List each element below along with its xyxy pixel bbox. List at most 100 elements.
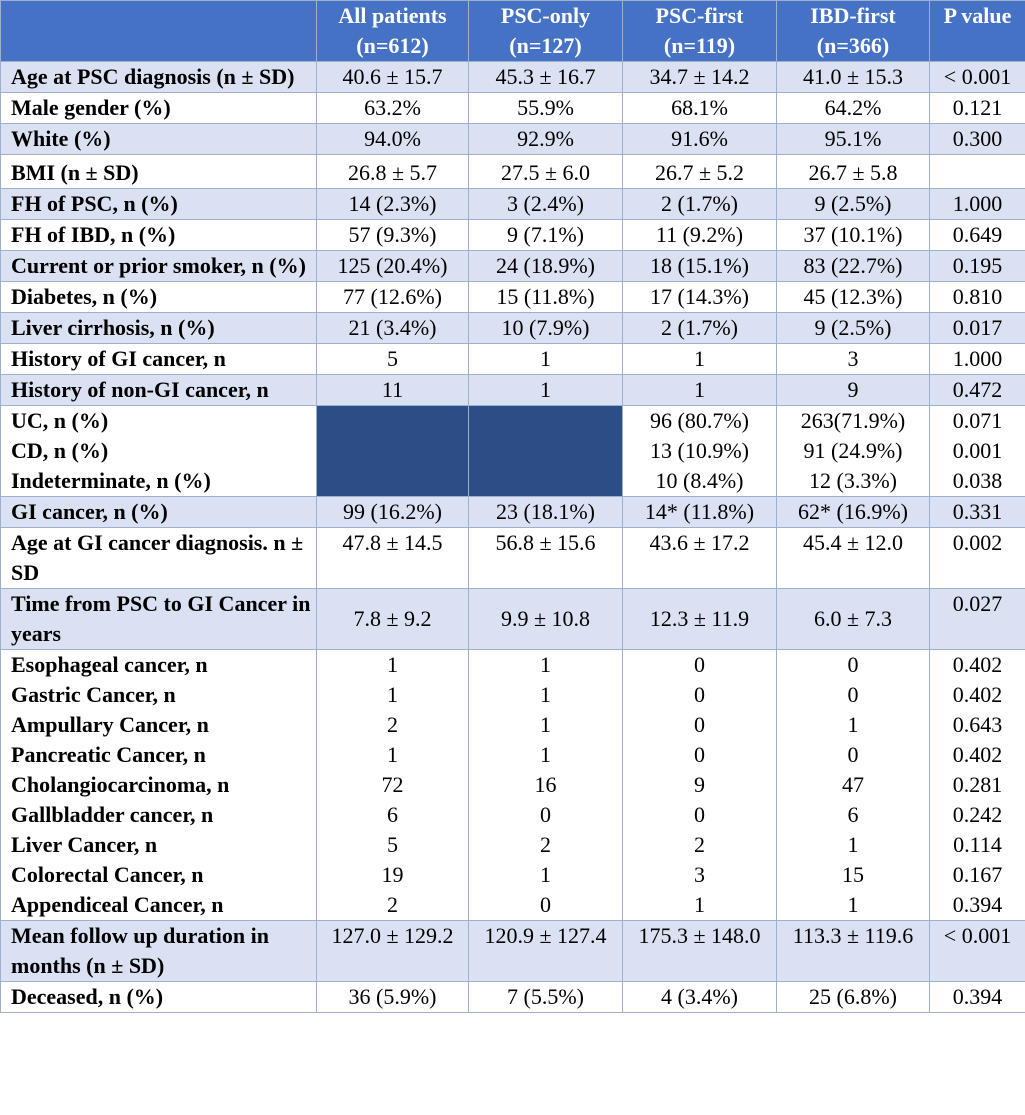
row-label: Gallbladder cancer, n	[11, 802, 214, 827]
table-row: Deceased, n (%) 36 (5.9%) 7 (5.5%) 4 (3.…	[0, 981, 1025, 1013]
cell-all: 1	[387, 652, 398, 677]
cell-psc-only: 1	[540, 682, 551, 707]
cell-psc-only: 55.9%	[468, 92, 623, 124]
cell-ibd-first: 37 (10.1%)	[776, 219, 930, 251]
header-psc-first: PSC-first (n=119)	[622, 0, 777, 62]
row-label: FH of IBD, n (%)	[0, 219, 317, 251]
cell-psc-only: 27.5 ± 6.0	[468, 154, 623, 189]
ibd-subtype-ibd-first: 263(71.9%) 91 (24.9%) 12 (3.3%)	[776, 405, 930, 497]
cell-psc-first: 68.1%	[622, 92, 777, 124]
cell-all: 11	[316, 374, 469, 406]
cell-psc-first: 26.7 ± 5.2	[622, 154, 777, 189]
cell-ibd-first: 9 (2.5%)	[776, 188, 930, 220]
table-row: FH of PSC, n (%) 14 (2.3%) 3 (2.4%) 2 (1…	[0, 188, 1025, 220]
cell-psc-first: 1	[622, 343, 777, 375]
cell-psc-only: 45.3 ± 16.7	[468, 61, 623, 93]
blank-dark-cell	[468, 405, 623, 497]
cell-psc-only: 0	[540, 802, 551, 827]
cell-p-value: 0.167	[952, 862, 1003, 887]
cell-psc-only: 10 (7.9%)	[468, 312, 623, 344]
cell-all: 72	[381, 772, 404, 797]
cell-psc-first: 2 (1.7%)	[622, 312, 777, 344]
cell-ibd-first: 6	[847, 802, 859, 827]
table-row: Time from PSC to GI Cancer in years 7.8 …	[0, 588, 1025, 650]
cell-all: 1	[387, 682, 398, 707]
cell-p-value	[929, 154, 1025, 189]
cell-all: 7.8 ± 9.2	[316, 588, 469, 650]
cell-ibd-first: 41.0 ± 15.3	[776, 61, 930, 93]
row-label: Pancreatic Cancer, n	[11, 742, 206, 767]
cell-ibd-first: 15	[842, 862, 864, 887]
cell-p-value: < 0.001	[929, 61, 1025, 93]
cell-all: 14 (2.3%)	[316, 188, 469, 220]
ibd-subtype-p: 0.071 0.001 0.038	[929, 405, 1025, 497]
table-row: History of GI cancer, n 5 1 1 3 1.000	[0, 343, 1025, 375]
cancer-type-labels: Esophageal cancer, n Gastric Cancer, n A…	[0, 649, 317, 921]
cell-ibd-first: 83 (22.7%)	[776, 250, 930, 282]
cell-all: 26.8 ± 5.7	[316, 154, 469, 189]
cell-psc-only: 120.9 ± 127.4	[468, 920, 623, 982]
row-label: UC, n (%)	[11, 408, 109, 433]
cell-psc-only: 7 (5.5%)	[468, 981, 623, 1013]
row-label: BMI (n ± SD)	[0, 154, 317, 189]
cell-ibd-first: 0	[847, 682, 859, 707]
row-label: Esophageal cancer, n	[11, 652, 208, 677]
cell-psc-only: 1	[540, 862, 551, 887]
cell-p-value: 0.002	[929, 527, 1025, 589]
cell-ibd-first: 3	[776, 343, 930, 375]
cell-psc-first: 4 (3.4%)	[622, 981, 777, 1013]
cell-psc-only: 3 (2.4%)	[468, 188, 623, 220]
row-label: FH of PSC, n (%)	[0, 188, 317, 220]
row-label: Mean follow up duration in months (n ± S…	[0, 920, 317, 982]
ibd-subtype-group: UC, n (%) CD, n (%) Indeterminate, n (%)…	[0, 405, 1025, 497]
cell-all: 63.2%	[316, 92, 469, 124]
row-label: History of GI cancer, n	[0, 343, 317, 375]
cell-psc-first: 1	[694, 892, 705, 917]
cell-p-value: 0.281	[952, 772, 1003, 797]
cell-p-value: 0.121	[929, 92, 1025, 124]
cell-psc-only: 9.9 ± 10.8	[468, 588, 623, 650]
row-label: Colorectal Cancer, n	[11, 862, 204, 887]
row-label: Liver cirrhosis, n (%)	[0, 312, 317, 344]
cell-all: 2	[387, 892, 398, 917]
cell-p-value: 1.000	[929, 188, 1025, 220]
cancer-type-ibd-first: 0 0 1 0 47 6 1 15 1	[776, 649, 930, 921]
cancer-type-psc-first: 0 0 0 0 9 0 2 3 1	[622, 649, 777, 921]
cell-psc-only: 9 (7.1%)	[468, 219, 623, 251]
cell-psc-only: 15 (11.8%)	[468, 281, 623, 313]
cell-psc-first: 14* (11.8%)	[622, 496, 777, 528]
cell-p-value: 0.038	[952, 468, 1003, 493]
cell-p-value: 0.472	[929, 374, 1025, 406]
cell-psc-first: 175.3 ± 148.0	[622, 920, 777, 982]
table-row: Current or prior smoker, n (%) 125 (20.4…	[0, 250, 1025, 282]
table-row: History of non-GI cancer, n 11 1 1 9 0.4…	[0, 374, 1025, 406]
cell-ibd-first: 95.1%	[776, 123, 930, 155]
cell-all: 47.8 ± 14.5	[316, 527, 469, 589]
cell-psc-only: 92.9%	[468, 123, 623, 155]
cell-psc-first: 43.6 ± 17.2	[622, 527, 777, 589]
table-row: Age at GI cancer diagnosis. n ± SD 47.8 …	[0, 527, 1025, 589]
ibd-subtype-psc-first: 96 (80.7%) 13 (10.9%) 10 (8.4%)	[622, 405, 777, 497]
cell-p-value: 0.402	[952, 682, 1003, 707]
cell-all: 5	[316, 343, 469, 375]
cell-ibd-first: 1	[847, 892, 859, 917]
cell-p-value: 0.071	[952, 408, 1003, 433]
cell-psc-first: 11 (9.2%)	[622, 219, 777, 251]
cell-ibd-first: 263(71.9%)	[800, 408, 906, 433]
row-label: Current or prior smoker, n (%)	[0, 250, 317, 282]
cell-psc-only: 16	[534, 772, 557, 797]
header-ibd-first: IBD-first (n=366)	[776, 0, 930, 62]
cell-ibd-first: 12 (3.3%)	[809, 468, 897, 493]
cell-all: 21 (3.4%)	[316, 312, 469, 344]
table-row: FH of IBD, n (%) 57 (9.3%) 9 (7.1%) 11 (…	[0, 219, 1025, 251]
cell-psc-only: 1	[540, 712, 551, 737]
table-row: White (%) 94.0% 92.9% 91.6% 95.1% 0.300	[0, 123, 1025, 155]
cell-psc-only: 1	[540, 652, 551, 677]
cell-psc-first: 10 (8.4%)	[655, 468, 744, 493]
cell-p-value: 0.242	[952, 802, 1003, 827]
blank-dark-cell	[316, 405, 469, 497]
row-label: Diabetes, n (%)	[0, 281, 317, 313]
cell-psc-only: 56.8 ± 15.6	[468, 527, 623, 589]
cell-psc-only: 1	[468, 343, 623, 375]
cell-psc-first: 13 (10.9%)	[650, 438, 749, 463]
